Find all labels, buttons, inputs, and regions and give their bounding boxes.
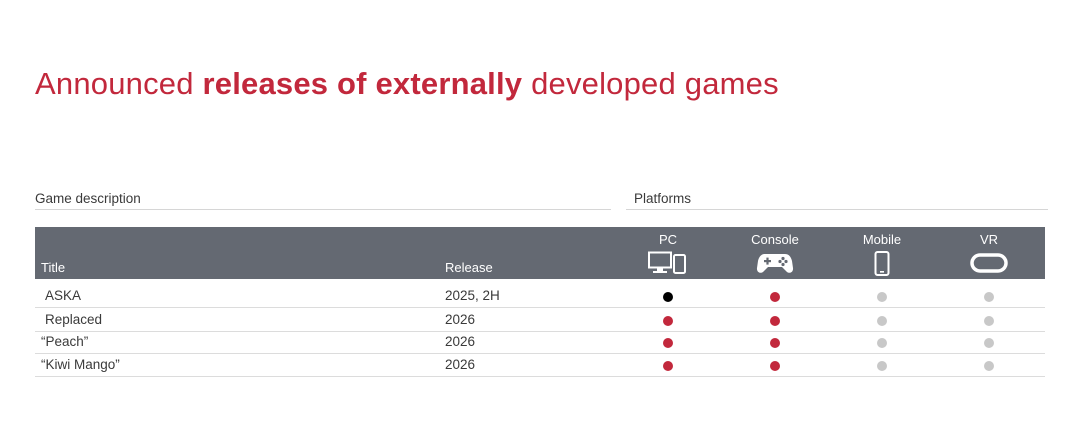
- table-row: ASKA 2025, 2H: [35, 285, 1045, 308]
- row-release: 2025, 2H: [445, 288, 500, 303]
- vr-status-dot: [984, 338, 994, 348]
- pc-status-dot: [663, 316, 673, 326]
- table-row: “Kiwi Mango” 2026: [35, 354, 1045, 377]
- column-console: Console: [730, 232, 820, 275]
- row-title: Replaced: [45, 312, 103, 327]
- vr-headset-icon: [970, 253, 1008, 273]
- column-pc-label: PC: [658, 232, 678, 247]
- section-platforms: Platforms: [626, 191, 1048, 210]
- console-status-dot: [770, 292, 780, 302]
- column-vr-label: VR: [979, 232, 999, 247]
- row-release: 2026: [445, 357, 476, 372]
- row-release: 2026: [445, 334, 476, 349]
- pc-status-dot: [663, 361, 673, 371]
- console-status-dot: [770, 361, 780, 371]
- vr-status-dot: [984, 292, 994, 302]
- title-suffix: developed games: [522, 66, 779, 101]
- column-mobile-label: Mobile: [862, 232, 902, 247]
- column-mobile: Mobile: [837, 232, 927, 277]
- table-row: “Peach” 2026: [35, 331, 1045, 354]
- section-game-description: Game description: [35, 191, 611, 210]
- mobile-status-dot: [877, 361, 887, 371]
- title-prefix: Announced: [35, 66, 203, 101]
- page-title: Announced releases of externally develop…: [35, 66, 779, 102]
- console-status-dot: [770, 338, 780, 348]
- table-header: Title Release PC Console Mobile VR: [35, 227, 1045, 279]
- row-title: ASKA: [45, 288, 82, 303]
- mobile-status-dot: [877, 316, 887, 326]
- pc-status-dot: [663, 292, 673, 302]
- console-status-dot: [770, 316, 780, 326]
- row-release: 2026: [445, 312, 476, 327]
- vr-status-dot: [984, 361, 994, 371]
- smartphone-icon: [874, 251, 890, 276]
- pc-status-dot: [663, 338, 673, 348]
- vr-status-dot: [984, 316, 994, 326]
- column-vr: VR: [944, 232, 1034, 275]
- table-row: Replaced 2026: [35, 309, 1045, 332]
- row-title: “Kiwi Mango”: [41, 357, 120, 372]
- mobile-status-dot: [877, 292, 887, 302]
- title-bold: releases of externally: [202, 66, 523, 101]
- row-title: “Peach”: [41, 334, 89, 349]
- column-console-label: Console: [751, 232, 799, 247]
- pc-tablet-icon: [648, 251, 686, 274]
- mobile-status-dot: [877, 338, 887, 348]
- column-release: Release: [445, 260, 493, 275]
- column-pc: PC: [623, 232, 713, 275]
- gamepad-icon: [756, 254, 794, 273]
- column-title: Title: [41, 260, 66, 275]
